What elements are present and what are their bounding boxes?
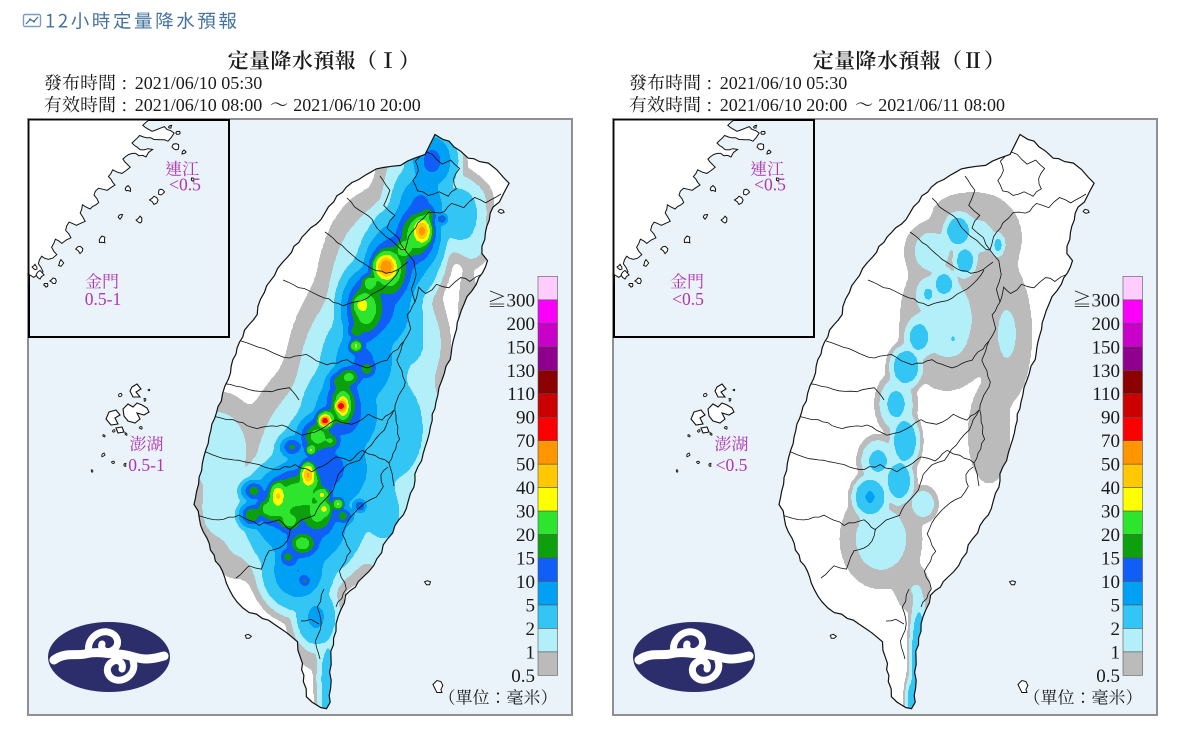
- svg-text:<0.5: <0.5: [716, 455, 748, 475]
- svg-text:0.5-1: 0.5-1: [128, 455, 164, 475]
- svg-text:200: 200: [507, 314, 536, 335]
- svg-text:1: 1: [526, 642, 536, 663]
- svg-text:20: 20: [1101, 525, 1120, 546]
- svg-text:0.5: 0.5: [511, 666, 535, 687]
- svg-text:150: 150: [507, 337, 536, 358]
- svg-text:2021/06/10 08:00: 2021/06/10 08:00: [135, 95, 263, 115]
- svg-text:130: 130: [507, 361, 536, 382]
- svg-text:30: 30: [1101, 502, 1120, 523]
- svg-text:15: 15: [1101, 549, 1120, 570]
- svg-text:<0.5: <0.5: [672, 289, 704, 309]
- svg-text:0.5-1: 0.5-1: [85, 289, 121, 309]
- svg-text:2: 2: [1111, 619, 1121, 640]
- svg-text:50: 50: [516, 455, 535, 476]
- svg-text:300: 300: [507, 290, 536, 311]
- svg-text:2021/06/10 20:00: 2021/06/10 20:00: [720, 95, 848, 115]
- svg-text:<0.5: <0.5: [754, 175, 786, 195]
- svg-text:200: 200: [1092, 314, 1121, 335]
- svg-text:110: 110: [507, 384, 535, 405]
- svg-text:0.5: 0.5: [1096, 666, 1120, 687]
- svg-text:15: 15: [516, 549, 535, 570]
- svg-text:10: 10: [516, 572, 535, 593]
- svg-text:150: 150: [1092, 337, 1121, 358]
- svg-text:1: 1: [1111, 642, 1121, 663]
- svg-text:2021/06/10 05:30: 2021/06/10 05:30: [135, 73, 263, 93]
- svg-text:50: 50: [1101, 455, 1120, 476]
- svg-text:300: 300: [1092, 290, 1121, 311]
- svg-text:2021/06/11 08:00: 2021/06/11 08:00: [878, 95, 1005, 115]
- svg-text:40: 40: [1101, 478, 1120, 499]
- svg-text:90: 90: [1101, 408, 1120, 429]
- svg-text:90: 90: [516, 408, 535, 429]
- svg-text:110: 110: [1092, 384, 1120, 405]
- svg-text:10: 10: [1101, 572, 1120, 593]
- svg-text:5: 5: [526, 596, 536, 617]
- svg-text:2021/06/10 05:30: 2021/06/10 05:30: [720, 73, 848, 93]
- svg-text:2021/06/10 20:00: 2021/06/10 20:00: [293, 95, 421, 115]
- svg-text:130: 130: [1092, 361, 1121, 382]
- svg-text:5: 5: [1111, 596, 1121, 617]
- svg-text:2: 2: [526, 619, 536, 640]
- svg-text:<0.5: <0.5: [169, 175, 201, 195]
- svg-text:70: 70: [1101, 431, 1120, 452]
- svg-text:30: 30: [516, 502, 535, 523]
- svg-text:20: 20: [516, 525, 535, 546]
- svg-text:70: 70: [516, 431, 535, 452]
- svg-text:40: 40: [516, 478, 535, 499]
